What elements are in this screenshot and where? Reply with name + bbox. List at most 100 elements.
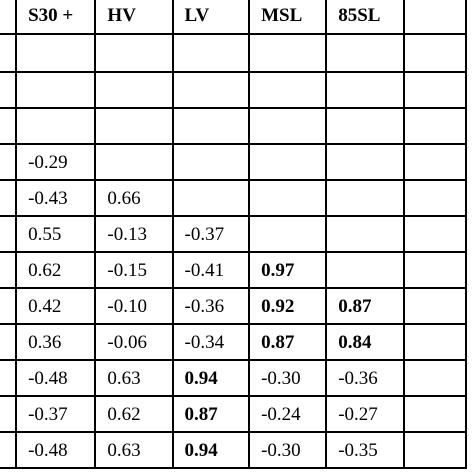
table-row: -0.29 bbox=[0, 143, 467, 181]
cell-extra bbox=[403, 107, 467, 145]
cell-row-label bbox=[0, 251, 18, 289]
cell-extra bbox=[403, 323, 467, 361]
cell-msl bbox=[248, 143, 328, 181]
cell-s30 bbox=[15, 107, 97, 145]
cell-s30: -0.43 bbox=[15, 179, 97, 217]
cell-msl: -0.24 bbox=[248, 395, 328, 433]
cell-85sl bbox=[325, 215, 406, 253]
cell-hv: 0.66 bbox=[94, 179, 174, 217]
cell-lv bbox=[171, 143, 251, 181]
cell-s30 bbox=[15, 71, 97, 109]
cell-extra bbox=[403, 395, 467, 433]
table-row: 0.62 -0.15 -0.41 0.97 bbox=[0, 251, 467, 289]
cell-extra bbox=[403, 431, 467, 469]
table-body: -0.29 -0.43 0.66 0.55 -0.13 -0.37 0.62 -0.15 -0.… bbox=[0, 33, 467, 469]
cell-msl bbox=[248, 179, 328, 217]
cell-85sl: 0.84 bbox=[325, 323, 406, 361]
cell-row-label bbox=[0, 431, 18, 469]
cell-lv: 0.87 bbox=[171, 395, 251, 433]
cell-85sl: 0.87 bbox=[325, 287, 406, 325]
cell-lv bbox=[171, 107, 251, 145]
cell-lv: -0.36 bbox=[171, 287, 251, 325]
table-row: -0.48 0.63 0.94 -0.30 -0.36 bbox=[0, 359, 467, 397]
cell-hv: 0.63 bbox=[94, 359, 174, 397]
cell-hv: -0.06 bbox=[94, 323, 174, 361]
cell-row-label bbox=[0, 359, 18, 397]
cell-msl: 0.97 bbox=[248, 251, 328, 289]
cell-msl bbox=[248, 33, 328, 73]
header-cell-85sl: 85SL bbox=[325, 0, 406, 35]
cell-lv: -0.37 bbox=[171, 215, 251, 253]
cell-85sl: -0.36 bbox=[325, 359, 406, 397]
table-row bbox=[0, 107, 467, 145]
cell-extra bbox=[403, 71, 467, 109]
header-cell-extra bbox=[403, 0, 467, 35]
cell-msl: 0.92 bbox=[248, 287, 328, 325]
header-cell-lv: LV bbox=[171, 0, 251, 35]
cell-hv bbox=[94, 71, 174, 109]
cell-85sl: -0.35 bbox=[325, 431, 406, 469]
cell-msl bbox=[248, 215, 328, 253]
header-row: S30 + HV LV MSL 85SL bbox=[0, 0, 467, 35]
cell-hv: -0.10 bbox=[94, 287, 174, 325]
cell-row-label bbox=[0, 33, 18, 73]
cell-row-label bbox=[0, 215, 18, 253]
header-cell-s30: S30 + bbox=[15, 0, 97, 35]
table-row: 0.36 -0.06 -0.34 0.87 0.84 bbox=[0, 323, 467, 361]
cell-row-label bbox=[0, 179, 18, 217]
cell-85sl bbox=[325, 33, 406, 73]
cell-row-label bbox=[0, 287, 18, 325]
cell-lv: -0.34 bbox=[171, 323, 251, 361]
cell-extra bbox=[403, 143, 467, 181]
cell-msl: -0.30 bbox=[248, 431, 328, 469]
cell-85sl bbox=[325, 107, 406, 145]
cell-lv: 0.94 bbox=[171, 359, 251, 397]
cell-s30: 0.62 bbox=[15, 251, 97, 289]
table-row: 0.42 -0.10 -0.36 0.92 0.87 bbox=[0, 287, 467, 325]
cell-hv bbox=[94, 33, 174, 73]
cell-s30: -0.48 bbox=[15, 359, 97, 397]
cell-85sl bbox=[325, 179, 406, 217]
cell-hv bbox=[94, 107, 174, 145]
table-row bbox=[0, 71, 467, 109]
cell-msl: -0.30 bbox=[248, 359, 328, 397]
cell-s30: 0.42 bbox=[15, 287, 97, 325]
header-cell-hv: HV bbox=[94, 0, 174, 35]
cell-row-label bbox=[0, 395, 18, 433]
cell-hv: -0.15 bbox=[94, 251, 174, 289]
table-row: 0.55 -0.13 -0.37 bbox=[0, 215, 467, 253]
header-cell-row-label bbox=[0, 0, 18, 35]
cell-msl bbox=[248, 107, 328, 145]
cell-lv bbox=[171, 179, 251, 217]
cell-extra bbox=[403, 251, 467, 289]
cell-85sl: -0.27 bbox=[325, 395, 406, 433]
cell-85sl bbox=[325, 71, 406, 109]
table-row: -0.43 0.66 bbox=[0, 179, 467, 217]
cell-msl bbox=[248, 71, 328, 109]
cell-85sl bbox=[325, 143, 406, 181]
cell-msl: 0.87 bbox=[248, 323, 328, 361]
cell-hv: 0.62 bbox=[94, 395, 174, 433]
cell-extra bbox=[403, 33, 467, 73]
cell-row-label bbox=[0, 143, 18, 181]
cell-lv: -0.41 bbox=[171, 251, 251, 289]
table-row bbox=[0, 33, 467, 73]
cell-lv bbox=[171, 71, 251, 109]
cell-extra bbox=[403, 287, 467, 325]
cell-hv bbox=[94, 143, 174, 181]
header-cell-msl: MSL bbox=[248, 0, 328, 35]
cell-row-label bbox=[0, 71, 18, 109]
cell-extra bbox=[403, 215, 467, 253]
table-row: -0.48 0.63 0.94 -0.30 -0.35 bbox=[0, 431, 467, 469]
correlation-table: S30 + HV LV MSL 85SL -0.29 -0.43 0.66 0.55-… bbox=[0, 0, 467, 469]
cell-lv bbox=[171, 33, 251, 73]
cell-85sl bbox=[325, 251, 406, 289]
table-row: -0.37 0.62 0.87 -0.24 -0.27 bbox=[0, 395, 467, 433]
cell-s30: -0.29 bbox=[15, 143, 97, 181]
cell-s30: 0.36 bbox=[15, 323, 97, 361]
cell-s30: -0.48 bbox=[15, 431, 97, 469]
cell-s30: 0.55 bbox=[15, 215, 97, 253]
cell-extra bbox=[403, 179, 467, 217]
cell-hv: -0.13 bbox=[94, 215, 174, 253]
